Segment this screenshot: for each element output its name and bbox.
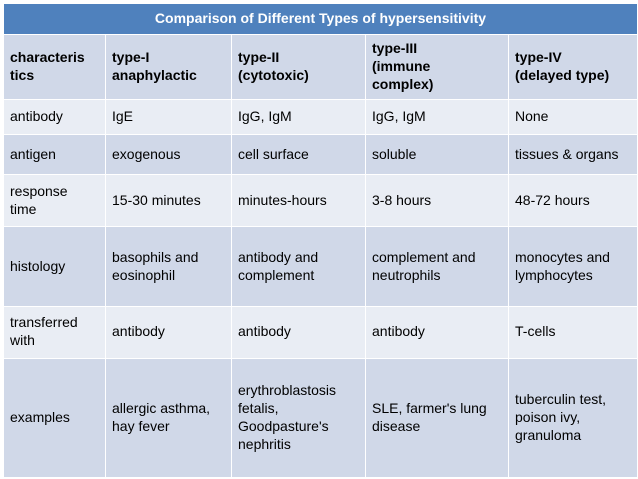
table-cell: exogenous [105,134,232,176]
table-cell: minutes-hours [231,174,366,228]
cell-text: response time [10,182,68,217]
table-cell: erythroblastosis fetalis, Goodpasture's … [231,357,366,479]
header-type-4: type-IV (delayed type) [515,49,610,84]
cell-text: antibody [238,323,291,340]
table-cell: monocytes and lymphocytes [508,226,638,307]
cell-text: monocytes and lymphocytes [515,248,610,283]
cell-text: 15-30 minutes [112,191,201,208]
header-type-1: type-I anaphylactic [112,49,197,84]
cell-text: 48-72 hours [515,191,590,208]
table-cell: None [508,99,638,136]
header-cell: type-IV (delayed type) [508,34,638,101]
cell-text: basophils and eosinophil [112,248,199,283]
table-cell: cell surface [231,134,366,176]
table-cell: tissues & organs [508,134,638,176]
header-row: characteris tics type-I anaphylactic typ… [3,34,638,101]
header-cell: type-I anaphylactic [105,34,232,101]
header-type-3: type-III (immune complex) [372,40,434,93]
table-title: Comparison of Different Types of hyperse… [3,2,638,36]
cell-text: antibody [112,323,165,340]
cell-text: None [515,108,549,125]
table-cell: antibody and complement [231,226,366,307]
table-cell: allergic asthma, hay fever [105,357,232,479]
cell-text: transferred with [10,314,78,349]
title-row: Comparison of Different Types of hyperse… [3,2,638,36]
table-cell: antibody [231,305,366,359]
table-row: histology basophils and eosinophil antib… [3,226,638,307]
table-cell: IgG, IgM [231,99,366,136]
table-cell: 15-30 minutes [105,174,232,228]
table-cell: basophils and eosinophil [105,226,232,307]
cell-text: cell surface [238,145,309,162]
table-cell: antibody [105,305,232,359]
cell-text: complement and neutrophils [372,248,476,283]
cell-text: tissues & organs [515,145,619,162]
cell-text: IgG, IgM [372,108,426,125]
header-type-2: type-II (cytotoxic) [238,49,309,84]
cell-text: exogenous [112,145,181,162]
table-cell: complement and neutrophils [365,226,509,307]
row-label: antibody [3,99,106,136]
cell-text: histology [10,257,66,274]
table-row: antibody IgE IgG, IgM IgG, IgM None [3,99,638,136]
table-cell: IgG, IgM [365,99,509,136]
cell-text: minutes-hours [238,191,327,208]
row-label: transferred with [3,305,106,359]
table-cell: 48-72 hours [508,174,638,228]
table-cell: antibody [365,305,509,359]
cell-text: tuberculin test, poison ivy, granuloma [515,390,607,443]
cell-text: 3-8 hours [372,191,432,208]
cell-text: erythroblastosis fetalis, Goodpasture's … [238,382,337,452]
row-label: antigen [3,134,106,176]
table-row: transferred with antibody antibody antib… [3,305,638,359]
table-row: antigen exogenous cell surface soluble t… [3,134,638,176]
cell-text: antibody and complement [238,248,319,283]
cell-text: IgE [112,108,134,125]
table-cell: SLE, farmer's lung disease [365,357,509,479]
row-label: response time [3,174,106,228]
table-cell: tuberculin test, poison ivy, granuloma [508,357,638,479]
row-label: examples [3,357,106,479]
cell-text: antigen [10,145,56,162]
table-cell: 3-8 hours [365,174,509,228]
cell-text: examples [10,408,70,425]
cell-text: T-cells [515,323,556,340]
table-cell: IgE [105,99,232,136]
header-cell: characteris tics [3,34,106,101]
table-row: response time 15-30 minutes minutes-hour… [3,174,638,228]
cell-text: soluble [372,145,417,162]
table-cell: soluble [365,134,509,176]
hypersensitivity-comparison-table: Comparison of Different Types of hyperse… [3,2,638,479]
table-row: examples allergic asthma, hay fever eryt… [3,357,638,479]
row-label: histology [3,226,106,307]
cell-text: antibody [372,323,425,340]
header-cell: type-III (immune complex) [365,34,509,101]
cell-text: allergic asthma, hay fever [112,399,211,434]
cell-text: antibody [10,108,63,125]
cell-text: SLE, farmer's lung disease [372,399,487,434]
header-characteristics: characteris tics [10,49,85,84]
cell-text: IgG, IgM [238,108,292,125]
header-cell: type-II (cytotoxic) [231,34,366,101]
table-cell: T-cells [508,305,638,359]
